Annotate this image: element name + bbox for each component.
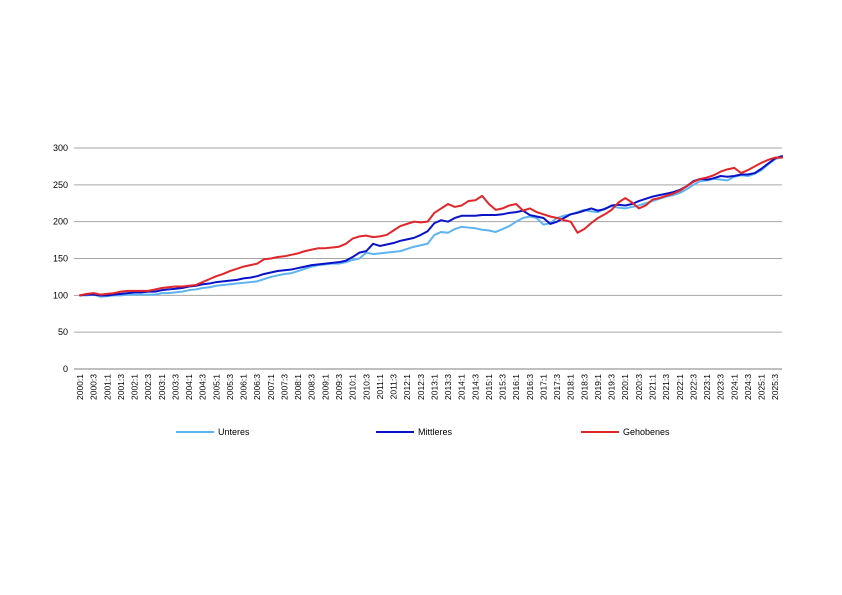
x-tick-label: 2013:1 [429,374,439,400]
y-axis-tick-labels: 0 50 100 150 200 250 300 [53,143,68,374]
x-tick-label: 2021:1 [648,374,658,400]
x-tick-label: 2016:3 [525,374,535,400]
x-tick-label: 2020:3 [634,374,644,400]
x-tick-label: 2005:1 [211,374,221,400]
x-tick-label: 2025:3 [770,374,780,400]
series-line-mittleres [79,155,783,297]
gridlines [74,147,782,370]
x-tick-label: 2013:3 [443,374,453,400]
x-tick-label: 2010:1 [348,374,358,400]
x-tick-label: 2005:3 [225,374,235,400]
x-tick-label: 2015:3 [498,374,508,400]
x-tick-label: 2012:1 [402,374,412,400]
x-tick-label: 2004:3 [198,374,208,400]
x-tick-label: 2012:3 [416,374,426,400]
x-tick-label: 2004:1 [184,374,194,400]
x-tick-label: 2014:1 [457,374,467,400]
x-tick-label: 2001:1 [102,374,112,400]
y-tick-label: 0 [63,364,68,374]
y-tick-label: 100 [53,290,68,300]
x-tick-label: 2021:3 [661,374,671,400]
x-tick-label: 2011:1 [375,374,385,400]
x-tick-label: 2010:3 [361,374,371,400]
x-tick-label: 2018:1 [566,374,576,400]
x-tick-label: 2022:1 [675,374,685,400]
x-tick-label: 2006:3 [252,374,262,400]
y-tick-label: 50 [58,327,68,337]
legend: Unteres Mittleres Gehobenes [176,427,670,437]
x-tick-label: 2023:1 [702,374,712,400]
y-tick-label: 300 [53,143,68,153]
y-tick-label: 200 [53,217,68,227]
x-tick-label: 2011:3 [389,374,399,400]
x-tick-label: 2018:3 [579,374,589,400]
x-tick-label: 2008:3 [307,374,317,400]
x-tick-label: 2022:3 [688,374,698,400]
legend-label: Mittleres [418,427,453,437]
x-tick-label: 2003:3 [170,374,180,400]
x-axis-tick-labels: 2000:1 2000:3 2001:1 2001:3 2002:1 2002:3 2003… [75,374,780,400]
legend-label: Gehobenes [623,427,670,437]
y-tick-label: 250 [53,180,68,190]
x-tick-label: 2007:3 [279,374,289,400]
x-tick-label: 2015:1 [484,374,494,400]
x-tick-label: 2017:1 [538,374,548,400]
x-tick-label: 2020:1 [620,374,630,400]
x-tick-label: 2003:1 [157,374,167,400]
x-tick-label: 2016:1 [511,374,521,400]
series-line-gehobenes [79,156,783,297]
x-tick-label: 2007:1 [266,374,276,400]
x-tick-label: 2006:1 [239,374,249,400]
x-tick-label: 2019:1 [593,374,603,400]
x-tick-label: 2002:1 [130,374,140,400]
x-tick-label: 2009:3 [334,374,344,400]
x-tick-label: 2009:1 [320,374,330,400]
x-tick-label: 2017:3 [552,374,562,400]
x-tick-label: 2000:3 [89,374,99,400]
x-tick-label: 2024:3 [743,374,753,400]
x-tick-label: 2019:3 [607,374,617,400]
x-tick-label: 2001:3 [116,374,126,400]
x-tick-label: 2024:1 [729,374,739,400]
series-lines [79,155,783,298]
x-tick-label: 2008:1 [293,374,303,400]
x-tick-label: 2014:3 [470,374,480,400]
x-tick-label: 2025:1 [757,374,767,400]
x-tick-label: 2000:1 [75,374,85,400]
x-tick-label: 2002:3 [143,374,153,400]
legend-label: Unteres [218,427,250,437]
x-tick-label: 2023:3 [716,374,726,400]
y-tick-label: 150 [53,254,68,264]
